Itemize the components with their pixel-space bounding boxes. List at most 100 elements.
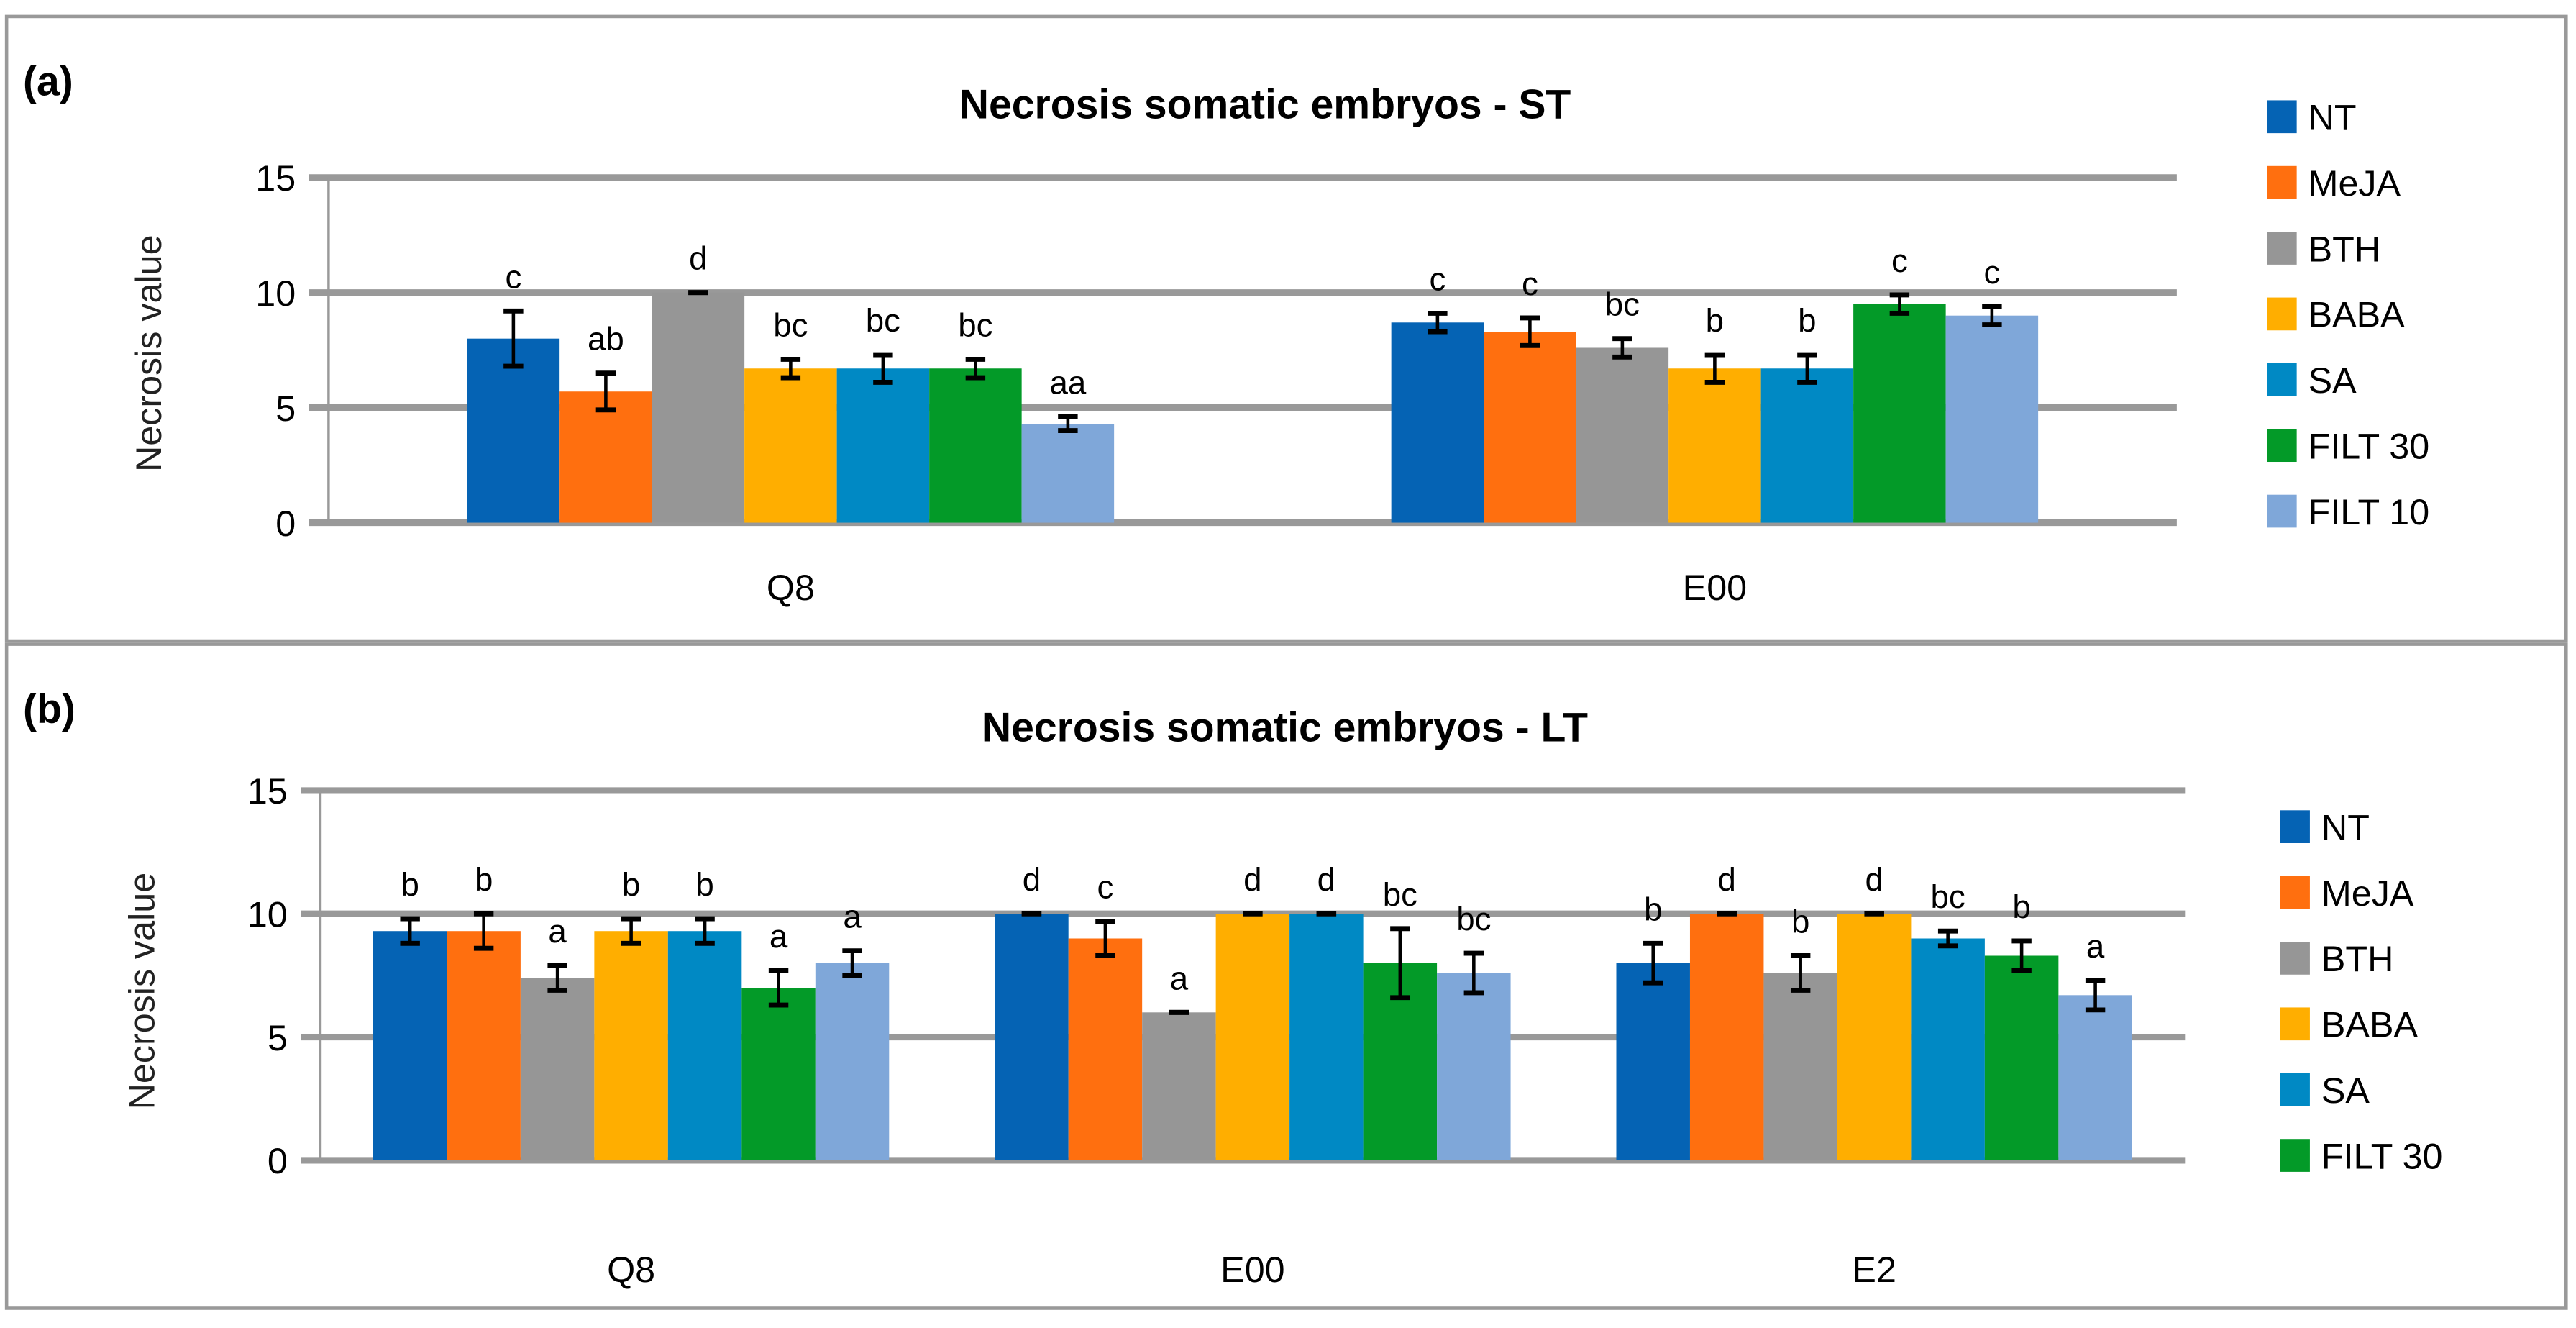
legend-swatch (2267, 297, 2297, 331)
significance-letter: a (769, 918, 788, 955)
bar-sa (836, 368, 930, 523)
x-tick-label: E00 (1220, 1250, 1284, 1290)
bar-baba (594, 931, 668, 1160)
significance-letter: b (401, 866, 419, 903)
chart-a-ylabel: Necrosis value (129, 235, 169, 472)
bar-bth (1763, 973, 1837, 1160)
bar-nt (373, 931, 447, 1160)
x-tick-label: E2 (1852, 1250, 1896, 1290)
legend-swatch (2267, 494, 2297, 528)
y-tick-label: 0 (275, 504, 296, 544)
y-tick-label: 5 (268, 1018, 288, 1058)
bar-baba (1668, 368, 1761, 523)
bar-meja (1484, 332, 1576, 523)
legend-swatch (2280, 1007, 2310, 1041)
legend-label: SA (2321, 1070, 2370, 1111)
bar-nt (1616, 963, 1690, 1160)
bar-filt30 (929, 368, 1022, 523)
significance-letter: c (1522, 265, 1538, 302)
bar-baba (1215, 914, 1290, 1160)
chart-a-title: Necrosis somatic embryos - ST (959, 82, 1571, 128)
bar-filt10 (1021, 424, 1115, 523)
significance-letter: d (1243, 861, 1261, 898)
significance-letter: c (1429, 261, 1445, 298)
significance-letter: a (2086, 928, 2105, 965)
legend-label: BTH (2321, 939, 2393, 979)
significance-letter: b (2012, 888, 2030, 925)
legend-swatch (2267, 100, 2297, 134)
x-tick-label: Q8 (767, 568, 815, 608)
y-tick-label: 15 (247, 771, 288, 811)
bar-meja (559, 391, 652, 523)
bar-baba (744, 368, 837, 523)
bar-filt30 (1853, 304, 1946, 523)
significance-letter: c (1097, 869, 1114, 906)
bar-sa (1760, 368, 1854, 523)
bar-sa (1911, 938, 1985, 1160)
significance-letter: ab (588, 321, 624, 358)
bar-meja (447, 931, 521, 1160)
significance-letter: b (1706, 302, 1724, 339)
legend-label: MeJA (2321, 873, 2414, 914)
legend-swatch (2280, 1139, 2310, 1172)
y-tick-label: 5 (275, 388, 296, 429)
legend-label: NT (2308, 98, 2357, 138)
legend-label: FILT 10 (2308, 492, 2430, 532)
significance-letter: bc (1383, 876, 1417, 913)
significance-letter: c (505, 258, 521, 295)
y-tick-label: 15 (255, 158, 296, 199)
significance-letter: b (695, 866, 713, 903)
significance-letter: bc (1456, 901, 1491, 937)
legend-label: SA (2308, 360, 2357, 401)
legend-label: BABA (2308, 295, 2406, 335)
significance-letter: a (548, 913, 567, 950)
panel-a-border (4, 14, 2568, 643)
bar-meja (1689, 914, 1764, 1160)
legend-swatch (2280, 1073, 2310, 1106)
legend-swatch (2267, 363, 2297, 396)
significance-letter: bc (866, 302, 900, 339)
significance-letter: bc (1931, 878, 1965, 915)
bar-meja (1068, 938, 1143, 1160)
significance-letter: b (1798, 302, 1816, 339)
bar-bth (520, 978, 595, 1160)
bar-sa (667, 931, 742, 1160)
significance-letter: d (1023, 861, 1041, 898)
legend-label: MeJA (2308, 163, 2401, 204)
legend-label: BABA (2321, 1005, 2419, 1045)
chart-panel-b: (b) Necrosis somatic embryos - LT Necros… (23, 686, 2442, 1290)
legend-swatch (2267, 429, 2297, 463)
significance-letter: aa (1049, 364, 1086, 401)
significance-letter: c (1983, 254, 2000, 291)
bar-bth (1576, 347, 1669, 523)
panel-a-label: (a) (23, 59, 73, 105)
chart-b-ylabel: Necrosis value (122, 873, 163, 1110)
legend-label: FILT 30 (2308, 426, 2430, 466)
chart-b-title: Necrosis somatic embryos - LT (982, 704, 1588, 750)
panel-b-label: (b) (23, 686, 76, 732)
bar-filt10 (815, 963, 890, 1160)
y-tick-label: 10 (247, 895, 288, 935)
bar-sa (1289, 914, 1364, 1160)
legend-swatch (2267, 232, 2297, 265)
legend-swatch (2267, 165, 2297, 199)
significance-letter: b (622, 866, 640, 903)
bar-filt10 (1945, 315, 2039, 523)
significance-letter: d (1718, 861, 1736, 898)
legend-label: FILT 30 (2321, 1136, 2443, 1176)
bar-filt30 (741, 988, 816, 1160)
y-tick-label: 10 (255, 273, 296, 314)
bar-filt30 (1984, 955, 2059, 1160)
significance-letter: a (843, 899, 862, 935)
bar-baba (1837, 914, 1912, 1160)
x-tick-label: E00 (1683, 568, 1747, 608)
bar-nt (995, 914, 1069, 1160)
bar-bth (652, 292, 745, 523)
bar-nt (1391, 322, 1484, 523)
legend-label: NT (2321, 807, 2370, 847)
bar-filt10 (1437, 973, 1511, 1160)
significance-letter: b (1791, 904, 1809, 940)
legend-swatch (2280, 810, 2310, 844)
significance-letter: a (1170, 960, 1189, 996)
